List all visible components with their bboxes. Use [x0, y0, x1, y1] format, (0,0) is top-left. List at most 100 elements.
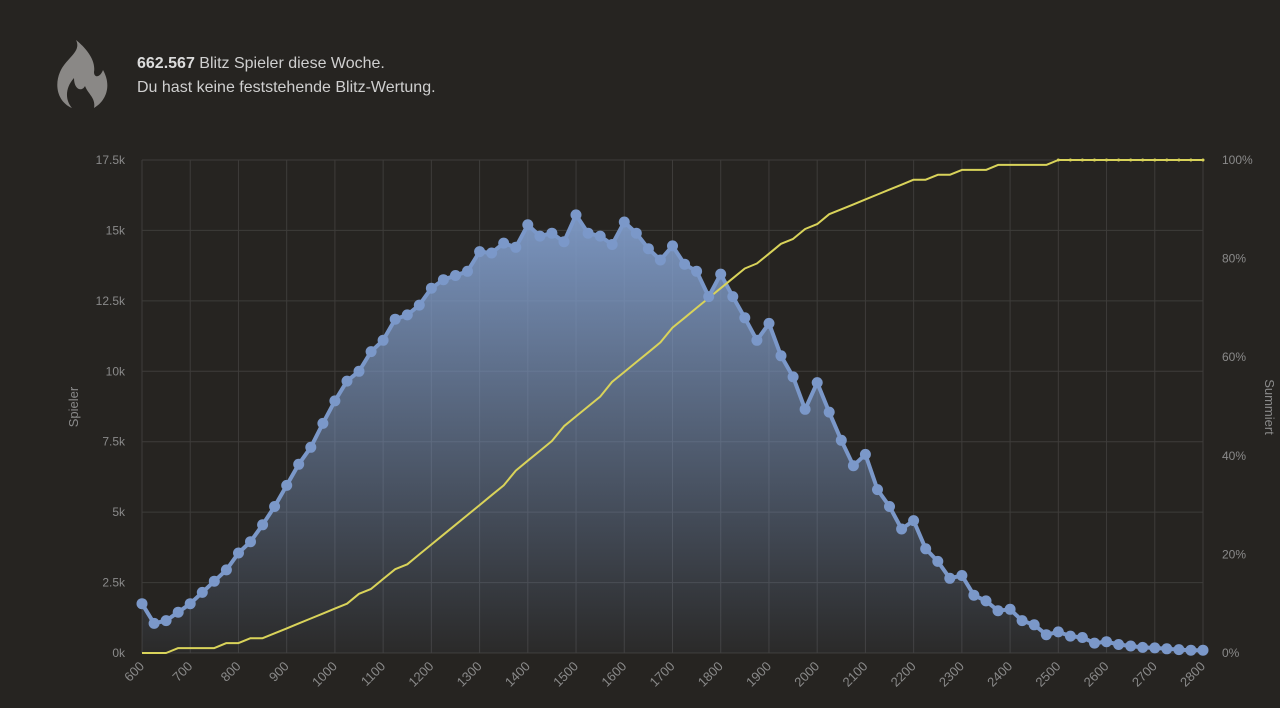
distribution-point — [775, 350, 787, 362]
distribution-point — [522, 219, 534, 231]
y2-tick-label: 0% — [1222, 646, 1240, 660]
distribution-point — [1004, 603, 1016, 615]
distribution-point — [365, 346, 377, 358]
x-tick-label: 2000 — [791, 659, 822, 690]
y2-axis-ticks: 0% 20% 40% 60% 80% 100% — [1222, 153, 1253, 660]
x-tick-label: 1300 — [454, 659, 485, 690]
y-tick-label: 0k — [112, 646, 126, 660]
distribution-point — [630, 227, 642, 239]
cumulative-point — [1105, 158, 1108, 162]
distribution-point — [233, 547, 244, 559]
distribution-point — [992, 605, 1004, 617]
x-tick-label: 1000 — [309, 659, 340, 690]
distribution-point — [727, 291, 739, 303]
cumulative-point — [1201, 158, 1205, 162]
distribution-point — [594, 230, 606, 242]
x-tick-label: 600 — [121, 659, 147, 685]
distribution-point — [341, 375, 353, 387]
distribution-point — [558, 236, 570, 248]
distribution-point — [305, 441, 317, 453]
x-tick-label: 1500 — [550, 659, 581, 690]
distribution-point — [739, 312, 751, 324]
distribution-point — [872, 484, 883, 496]
cumulative-point — [1056, 158, 1060, 162]
distribution-point — [980, 595, 992, 607]
distribution-point — [172, 606, 184, 618]
y2-tick-label: 40% — [1222, 449, 1246, 463]
x-axis-ticks: 600 700 800 900 1000 1100 1200 1300 1400 1500 1600… — [121, 659, 1208, 690]
distribution-point — [570, 209, 582, 221]
y-tick-label: 17.5k — [96, 153, 126, 167]
y2-tick-label: 20% — [1222, 547, 1246, 561]
distribution-point — [1185, 644, 1197, 656]
x-tick-label: 2400 — [984, 659, 1015, 690]
cumulative-line — [142, 159, 1203, 654]
distribution-point — [859, 448, 871, 460]
x-tick-label: 2600 — [1081, 659, 1112, 690]
distribution-point — [691, 265, 703, 277]
distribution-point — [136, 598, 148, 610]
area-layer — [142, 214, 1203, 653]
distribution-point — [317, 417, 329, 429]
distribution-point — [1016, 615, 1028, 627]
header-text: 662.567 Blitz Spieler diese Woche. Du ha… — [137, 52, 436, 100]
cumulative-point — [1129, 158, 1133, 162]
distribution-point — [932, 555, 944, 567]
distribution-point — [293, 458, 305, 470]
distribution-point — [823, 406, 835, 418]
y-tick-label: 5k — [112, 505, 126, 519]
distribution-point — [642, 243, 654, 255]
y2-tick-label: 60% — [1222, 350, 1246, 364]
distribution-point — [1052, 626, 1064, 638]
distribution-point — [654, 254, 666, 266]
x-tick-label: 2200 — [888, 659, 919, 690]
distribution-point — [413, 299, 425, 311]
distribution-point — [281, 479, 293, 491]
distribution-point — [799, 403, 811, 415]
distribution-point — [425, 282, 437, 294]
x-tick-label: 2100 — [839, 659, 870, 690]
x-tick-label: 1100 — [358, 659, 388, 689]
distribution-point — [1173, 644, 1185, 656]
x-tick-label: 1900 — [743, 659, 774, 690]
cumulative-point — [1080, 158, 1084, 162]
distribution-point — [703, 291, 715, 303]
distribution-point — [486, 247, 498, 259]
x-tick-label: 2800 — [1177, 659, 1208, 690]
distribution-point — [715, 268, 727, 280]
distribution-point — [160, 615, 172, 627]
y-axis-ticks: 0k 2.5k 5k 7.5k 10k 12.5k 15k 17.5k — [96, 153, 126, 660]
y2-axis-label: Summiert — [1262, 379, 1277, 435]
distribution-point — [582, 227, 594, 239]
x-tick-label: 1700 — [647, 659, 678, 690]
flame-icon — [57, 40, 108, 108]
distribution-point — [1076, 632, 1088, 643]
cumulative-point — [1068, 158, 1072, 162]
distribution-point — [389, 313, 401, 325]
cumulative-point — [1117, 158, 1121, 162]
y-tick-label: 7.5k — [102, 435, 126, 449]
header-line-2: Du hast keine feststehende Blitz-Wertung… — [137, 79, 436, 96]
distribution-point — [1137, 641, 1149, 653]
distribution-point — [269, 501, 281, 512]
x-tick-label: 1800 — [695, 659, 726, 690]
distribution-point — [847, 460, 859, 472]
x-tick-label: 700 — [169, 659, 195, 685]
distribution-point — [329, 395, 341, 407]
distribution-point — [1089, 637, 1100, 649]
cumulative-point — [1153, 158, 1157, 162]
distribution-point — [1149, 642, 1161, 654]
distribution-point — [437, 274, 449, 286]
distribution-point — [811, 377, 823, 389]
distribution-point — [1125, 640, 1137, 652]
distribution-point — [908, 515, 920, 527]
y-tick-label: 10k — [106, 364, 126, 378]
distribution-point — [546, 227, 558, 239]
distribution-point — [968, 589, 980, 601]
x-tick-label: 1200 — [405, 659, 436, 690]
distribution-point — [377, 334, 389, 346]
distribution-point — [1197, 644, 1209, 656]
distribution-point — [196, 586, 208, 598]
y-tick-label: 15k — [106, 223, 126, 237]
distribution-point — [474, 246, 486, 258]
